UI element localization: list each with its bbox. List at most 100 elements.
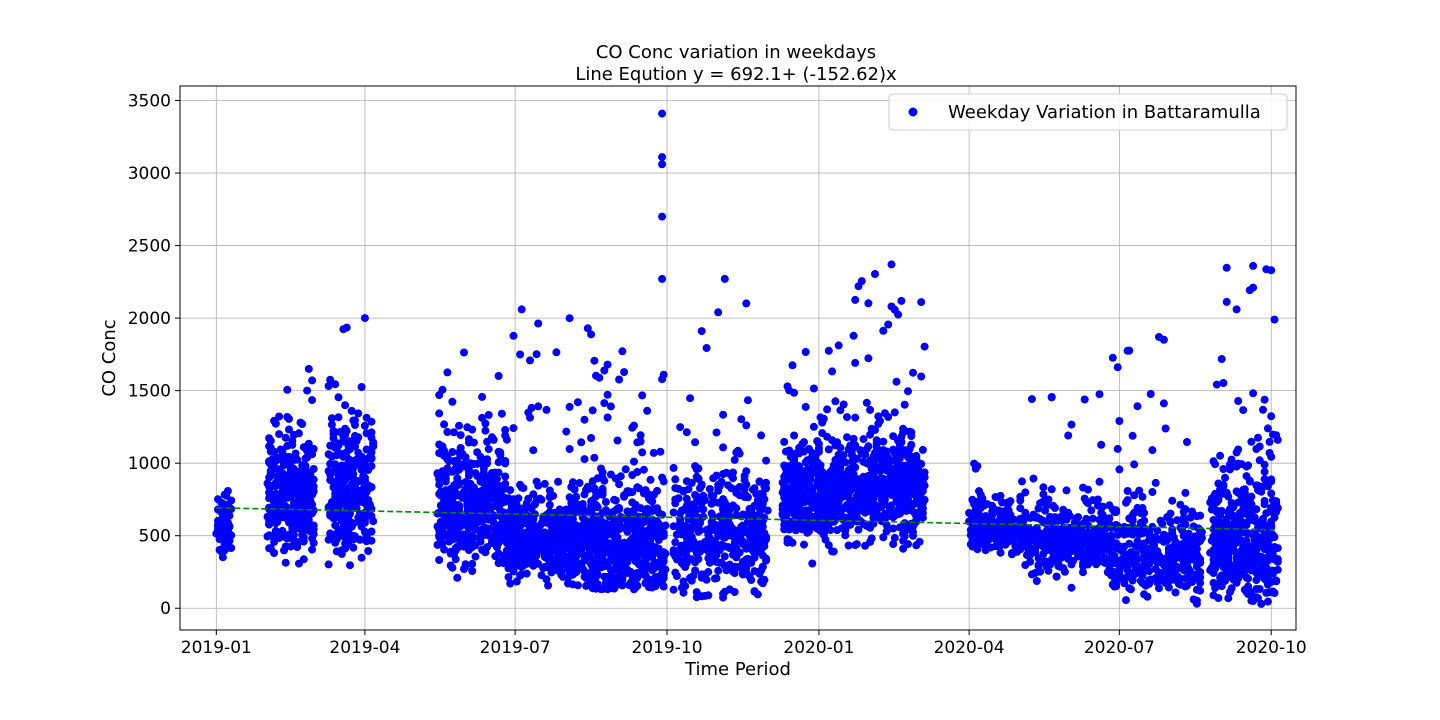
scatter-point [294, 467, 303, 476]
scatter-point [494, 372, 503, 380]
scatter-point [755, 504, 764, 513]
scatter-point [805, 519, 813, 528]
scatter-point [880, 448, 889, 457]
scatter-point [638, 448, 647, 457]
scatter-point [1267, 412, 1276, 421]
scatter-point [464, 504, 473, 513]
scatter-point [615, 505, 624, 514]
scatter-point [843, 469, 851, 478]
scatter-point [1267, 517, 1276, 526]
scatter-point [357, 522, 366, 531]
scatter-point [1209, 493, 1218, 502]
scatter-point [851, 541, 860, 550]
scatter-point [478, 392, 487, 401]
scatter-point [1250, 534, 1259, 543]
scatter-point [691, 438, 700, 447]
scatter-point [327, 414, 336, 423]
scatter-point [587, 568, 596, 577]
scatter-point [445, 532, 454, 541]
scatter-point [507, 528, 516, 537]
scatter-point [354, 448, 363, 457]
scatter-point [514, 494, 523, 503]
scatter-point [791, 465, 800, 474]
scatter-point [360, 516, 369, 525]
scatter-point [565, 530, 574, 539]
scatter-point [1219, 551, 1228, 560]
scatter-point [271, 529, 280, 538]
scatter-point [739, 527, 747, 536]
scatter-point [889, 432, 898, 441]
scatter-point [530, 554, 539, 562]
scatter-point [1067, 420, 1076, 429]
scatter-point [479, 473, 488, 482]
scatter-point [555, 543, 564, 552]
scatter-point-outlier [658, 212, 667, 221]
scatter-point [753, 522, 762, 531]
scatter-point [682, 428, 691, 437]
scatter-point [281, 433, 290, 442]
scatter-point [552, 348, 561, 357]
scatter-point [712, 428, 721, 437]
scatter-point [1217, 355, 1226, 363]
scatter-point [1031, 569, 1040, 577]
scatter-point [623, 525, 632, 534]
scatter-point [1176, 580, 1185, 589]
scatter-point [968, 523, 977, 532]
scatter-point [1115, 570, 1124, 578]
scatter-point [867, 424, 876, 433]
scatter-point [1120, 530, 1129, 539]
scatter-point-outlier [720, 274, 729, 283]
scatter-point [512, 577, 521, 586]
scatter-point [734, 533, 742, 542]
scatter-point [620, 368, 629, 377]
scatter-point [877, 495, 886, 504]
scatter-point [489, 502, 498, 511]
scatter-point [691, 462, 700, 471]
scatter-point [1273, 557, 1282, 566]
scatter-point [1113, 363, 1122, 372]
scatter-point [1123, 346, 1132, 355]
scatter-point [805, 483, 813, 492]
scatter-point [1120, 579, 1129, 588]
scatter-point [671, 475, 680, 484]
scatter-point [971, 464, 980, 473]
scatter-point [1222, 297, 1231, 306]
scatter-point [303, 469, 312, 478]
scatter-point [532, 350, 541, 359]
scatter-point [324, 450, 333, 459]
scatter-point [755, 477, 764, 486]
scatter-point [1140, 539, 1149, 548]
scatter-point [540, 550, 549, 559]
scatter-point [489, 479, 498, 488]
scatter-point [460, 542, 468, 551]
scatter-point [902, 506, 911, 515]
scatter-point [753, 536, 762, 544]
scatter-point [565, 493, 574, 502]
scatter-point [915, 537, 924, 546]
scatter-point [554, 477, 563, 486]
scatter-point [745, 504, 754, 513]
scatter-point [1097, 440, 1106, 449]
scatter-point [866, 537, 875, 546]
scatter-point [1235, 559, 1244, 568]
scatter-point [516, 350, 525, 359]
scatter-point [909, 489, 917, 498]
scatter-point [460, 462, 468, 471]
scatter-point [616, 550, 625, 559]
x-tick-label: 2020-01 [783, 638, 854, 658]
x-axis-ticks: 2019-01 2019-04 2019-07 2019-10 2020-01 2020-… [181, 630, 1307, 658]
scatter-point [1244, 461, 1253, 470]
scatter-point [464, 520, 473, 529]
scatter-point [527, 403, 536, 412]
scatter-point [732, 485, 741, 494]
scatter-point [682, 558, 691, 567]
scatter-point [803, 470, 812, 479]
scatter-point [843, 413, 851, 422]
scatter-point [918, 445, 927, 454]
scatter-point [494, 468, 503, 477]
scatter-point [809, 384, 818, 393]
scatter-point-outlier [1155, 333, 1163, 341]
scatter-point [283, 491, 292, 499]
scatter-point [1133, 524, 1142, 533]
scatter-point [1079, 483, 1087, 492]
